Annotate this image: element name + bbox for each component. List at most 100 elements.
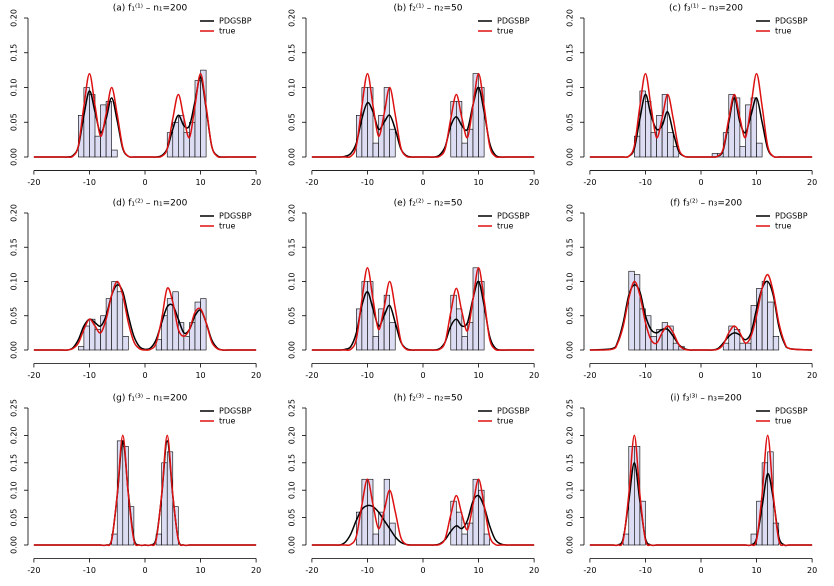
- x-tick-label: 10: [473, 566, 483, 575]
- x-tick-label: 0: [698, 178, 703, 187]
- density-line: [33, 76, 257, 158]
- histogram-bar: [739, 342, 746, 351]
- legend-label: true: [497, 417, 513, 426]
- y-tick-label: 0.00: [10, 148, 19, 166]
- legend-label: PDGSBP: [497, 17, 530, 26]
- density-line: [311, 494, 535, 546]
- histogram-bar: [450, 294, 457, 351]
- x-tick-label: -20: [27, 178, 40, 187]
- y-tick-label: 0.05: [10, 307, 19, 325]
- x-tick-label: -10: [639, 178, 652, 187]
- x-tick-label: -10: [639, 371, 652, 380]
- y-tick-label: 0.15: [10, 44, 19, 62]
- x-tick-label: 20: [529, 566, 539, 575]
- histogram-bar: [750, 97, 757, 158]
- x-tick-label: -20: [27, 566, 40, 575]
- y-tick-label: 0.05: [10, 113, 19, 131]
- legend-label: PDGSBP: [219, 17, 252, 26]
- histogram-bar: [367, 478, 374, 546]
- density-line: [311, 267, 535, 352]
- panel-title: (b) f₂⁽¹⁾ – n₂=50: [394, 4, 463, 14]
- y-tick-label: 0.05: [566, 307, 575, 325]
- y-tick-label: 0.15: [288, 454, 297, 472]
- y-tick-label: 0.05: [288, 307, 297, 325]
- density-line: [33, 284, 257, 351]
- y-tick-label: 0.10: [10, 79, 19, 97]
- y-tick-label: 0.10: [566, 481, 575, 499]
- x-tick-label: 0: [420, 566, 425, 575]
- x-tick-label: -10: [639, 566, 652, 575]
- histogram-bar: [745, 342, 752, 351]
- panel-title: (d) f₁⁽²⁾ – n₁=200: [113, 199, 188, 209]
- y-tick-label: 0.10: [288, 273, 297, 291]
- legend-label: true: [219, 27, 235, 36]
- legend-label: PDGSBP: [219, 407, 252, 416]
- density-line: [33, 72, 257, 159]
- histogram-bar: [483, 533, 490, 546]
- y-tick-label: 0.05: [10, 509, 19, 527]
- x-tick-label: 0: [698, 566, 703, 575]
- y-tick-label: 0.20: [10, 9, 19, 27]
- y-tick-label: 0.05: [288, 509, 297, 527]
- x-tick-label: 10: [473, 178, 483, 187]
- y-tick-label: 0.00: [566, 341, 575, 359]
- y-tick-label: 0.15: [288, 238, 297, 256]
- x-tick-label: 20: [529, 178, 539, 187]
- legend-label: PDGSBP: [219, 212, 252, 221]
- y-tick-label: 0.10: [10, 481, 19, 499]
- x-tick-label: 20: [251, 371, 261, 380]
- histogram-bar: [761, 281, 768, 351]
- legend-label: true: [775, 222, 791, 231]
- x-tick-label: 0: [142, 566, 147, 575]
- density-line: [311, 478, 535, 546]
- density-line: [33, 440, 257, 547]
- density-line: [33, 280, 257, 351]
- y-tick-label: 0.15: [10, 238, 19, 256]
- legend-label: PDGSBP: [775, 407, 808, 416]
- histogram-bar: [78, 346, 85, 351]
- x-tick-label: -10: [83, 178, 96, 187]
- x-tick-label: -10: [361, 371, 374, 380]
- legend-label: true: [219, 222, 235, 231]
- y-tick-label: 0.15: [10, 454, 19, 472]
- legend-label: PDGSBP: [497, 407, 530, 416]
- y-tick-label: 0.20: [288, 9, 297, 27]
- panel-title: (i) f₃⁽³⁾ – n₃=200: [670, 394, 742, 404]
- y-tick-label: 0.15: [566, 44, 575, 62]
- y-tick-label: 0.10: [288, 481, 297, 499]
- y-tick-label: 0.00: [288, 536, 297, 554]
- x-tick-label: 0: [142, 178, 147, 187]
- x-tick-label: 20: [807, 371, 817, 380]
- histogram-bar: [461, 533, 468, 546]
- histogram-bar: [83, 325, 90, 351]
- x-tick-label: -10: [83, 566, 96, 575]
- histogram-bar: [667, 325, 674, 351]
- density-line: [311, 72, 535, 159]
- x-tick-label: -20: [305, 566, 318, 575]
- x-tick-label: 20: [251, 566, 261, 575]
- density-line: [589, 273, 813, 351]
- y-tick-label: 0.25: [10, 399, 19, 417]
- histogram-bar: [372, 335, 379, 351]
- panel: (c) f₃⁽¹⁾ – n₃=200 0.00 0.05 0.10 0.15 0.20 -2…: [566, 4, 818, 188]
- y-tick-label: 0.10: [566, 79, 575, 97]
- x-tick-label: 0: [698, 371, 703, 380]
- histogram-bar: [372, 533, 379, 546]
- x-tick-label: -10: [83, 371, 96, 380]
- histogram-bar: [122, 335, 129, 351]
- y-tick-label: 0.15: [566, 454, 575, 472]
- histogram-bar: [194, 80, 201, 158]
- x-tick-label: 20: [807, 566, 817, 575]
- legend-label: true: [497, 27, 513, 36]
- histogram-bar: [667, 132, 674, 158]
- legend-label: true: [219, 417, 235, 426]
- y-tick-label: 0.15: [566, 238, 575, 256]
- histogram-bar: [456, 101, 463, 158]
- x-tick-label: 10: [751, 566, 761, 575]
- density-line: [589, 434, 813, 547]
- density-line: [589, 72, 813, 159]
- y-tick-label: 0.00: [288, 341, 297, 359]
- y-tick-label: 0.20: [566, 204, 575, 222]
- x-tick-label: 10: [195, 178, 205, 187]
- legend-label: PDGSBP: [497, 212, 530, 221]
